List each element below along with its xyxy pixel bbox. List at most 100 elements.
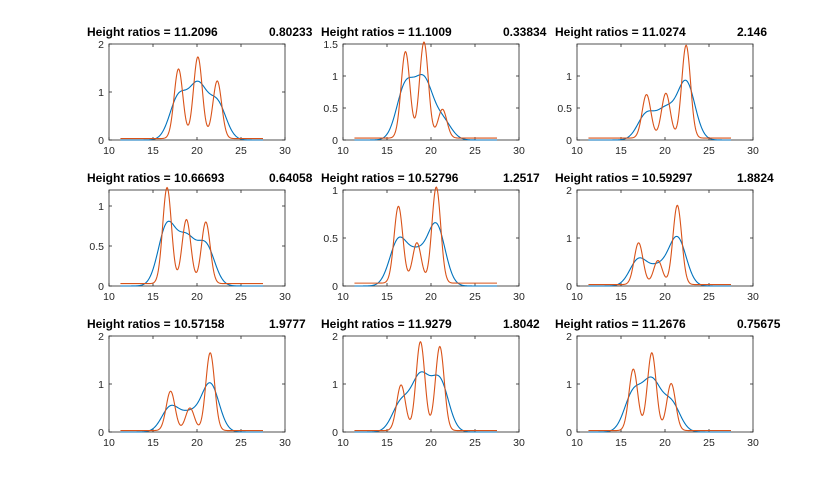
axes-box [342,43,520,141]
subplot-4: 10 15 20 25 30 0 0.5 1 Height ratios = 1 0.66693 0… [87,171,313,303]
x-tick-label: 10 [571,145,583,157]
x-tick-label: 25 [235,437,247,449]
y-tick-label: 1 [566,71,572,83]
x-tick-label: 30 [279,291,291,303]
subplot-title-part-2: 1.9279 [415,317,452,331]
subplot-title-part-1: Height ratios = 1 [321,25,415,39]
x-tick-label: 20 [191,145,203,157]
subplot-title-part-2: 0.57158 [181,317,225,331]
x-tick-label: 15 [381,145,393,157]
y-tick-label: 0 [332,427,338,439]
y-tick-label: 0.5 [323,233,338,245]
x-tick-label: 15 [147,437,159,449]
x-tick-label: 15 [615,291,627,303]
axes-box [576,335,754,433]
y-tick-label: 0 [332,135,338,147]
subplot-title-part-1: Height ratios = 1 [555,25,649,39]
x-tick-label: 20 [659,437,671,449]
x-tick-label: 30 [747,145,759,157]
y-tick-label: 2 [566,185,572,197]
x-tick-label: 20 [191,291,203,303]
subplot-title-part-1: Height ratios = 1 [555,317,649,331]
y-tick-label: 2 [98,331,104,343]
y-tick-label: 1 [332,185,338,197]
series-raw-line [588,44,731,139]
y-tick-label: 0 [332,281,338,293]
y-tick-label: 1 [332,71,338,83]
subplot-title-part-1: Height ratios = 1 [87,317,181,331]
x-tick-label: 20 [425,145,437,157]
y-tick-label: 2 [332,331,338,343]
x-tick-label: 20 [659,145,671,157]
series-raw-line [588,204,731,286]
x-tick-label: 15 [147,291,159,303]
x-tick-label: 10 [571,437,583,449]
y-tick-label: 0.5 [323,103,338,115]
x-tick-label: 15 [381,291,393,303]
series-raw-line [120,352,263,432]
y-tick-label: 1 [98,201,104,213]
axes-box [576,43,754,141]
subplot-3: 10 15 20 25 30 0 0.5 1 Height ratios = 1 1.0274 2.… [555,25,767,157]
subplot-title-part-3: 0.33834 [503,25,547,39]
subplot-title-part-2: 1.1009 [415,25,452,39]
series-smoothed-line [354,74,497,141]
subplot-title-part-3: 1.8824 [737,171,774,185]
y-tick-label: 1 [566,233,572,245]
x-tick-label: 30 [279,145,291,157]
x-tick-label: 30 [513,145,525,157]
subplot-title-part-1: Height ratios = 1 [87,171,181,185]
x-tick-label: 25 [469,291,481,303]
subplot-title-part-3: 1.9777 [269,317,306,331]
x-tick-label: 15 [615,437,627,449]
subplot-title-part-3: 1.2517 [503,171,540,185]
y-tick-label: 2 [98,39,104,51]
series-raw-line [588,352,731,432]
subplot-title-part-2: 1.0274 [649,25,686,39]
x-tick-label: 30 [747,291,759,303]
subplot-title-part-2: 1.2096 [181,25,218,39]
subplot-title-part-2: 1.2676 [649,317,686,331]
y-tick-label: 2 [566,331,572,343]
x-tick-label: 25 [235,145,247,157]
y-tick-label: 1.5 [323,39,338,51]
x-tick-label: 20 [425,291,437,303]
y-tick-label: 0.5 [89,241,104,253]
x-tick-label: 30 [279,437,291,449]
series-smoothed-line [588,79,731,141]
subplot-title-part-2: 0.66693 [181,171,225,185]
subplot-title-part-2: 0.52796 [415,171,459,185]
x-tick-label: 30 [513,291,525,303]
x-tick-label: 10 [337,291,349,303]
y-tick-label: 0 [98,427,104,439]
subplot-title-part-1: Height ratios = 1 [321,317,415,331]
y-tick-label: 1 [98,87,104,99]
subplot-title-part-3: 2.146 [737,25,767,39]
x-tick-label: 25 [469,437,481,449]
axes-box [576,189,754,287]
x-tick-label: 25 [703,437,715,449]
axes-box [108,189,286,287]
x-tick-label: 20 [659,291,671,303]
x-tick-label: 15 [615,145,627,157]
axes-box [342,335,520,433]
y-tick-label: 0 [566,281,572,293]
x-tick-label: 10 [337,437,349,449]
subplot-title-part-2: 0.59297 [649,171,693,185]
series-raw-line [120,186,263,285]
x-tick-label: 25 [703,145,715,157]
x-tick-label: 30 [513,437,525,449]
subplot-title-part-3: 0.64058 [269,171,313,185]
x-tick-label: 25 [469,145,481,157]
x-tick-label: 10 [571,291,583,303]
y-tick-label: 1 [332,379,338,391]
x-tick-label: 15 [147,145,159,157]
subplot-title-part-1: Height ratios = 1 [555,171,649,185]
subplot-title-part-1: Height ratios = 1 [87,25,181,39]
series-raw-line [120,56,263,140]
